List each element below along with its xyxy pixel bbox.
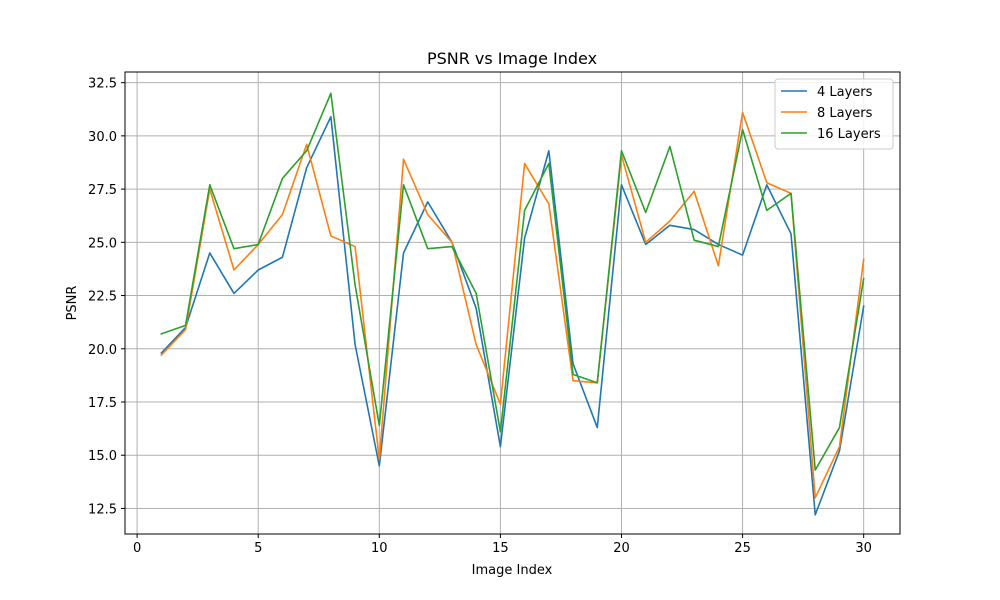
grid-layer [125,72,900,534]
x-axis-ticks: 0 5 10 15 20 25 30 [133,534,872,556]
chart-title: PSNR vs Image Index [427,49,597,68]
y-axis-ticks: 12.5 15.0 17.5 20.0 22.5 25.0 27.5 30.0 32.5 [88,77,125,517]
x-axis-label: Image Index [472,563,553,578]
y-tick-label: 22.5 [88,290,117,305]
legend-box [774,78,894,150]
x-tick-label: 20 [613,541,630,556]
y-tick-label: 15.0 [88,449,117,464]
legend-entries: 4 Layers 8 Layers 16 Layers [781,85,881,142]
x-tick-label: 0 [133,541,141,556]
legend-label-16-layers: 16 Layers [817,127,881,142]
y-axis-label: PSNR [65,286,80,321]
series-line-8-layers [160,111,865,499]
y-tick-label: 20.0 [88,343,117,358]
legend-label-4-layers: 4 Layers [817,85,873,100]
series-layer [160,92,865,516]
y-tick-label: 27.5 [88,183,117,198]
series-line-16-layers [160,92,865,471]
x-tick-label: 15 [492,541,509,556]
x-tick-label: 10 [371,541,388,556]
y-tick-label: 25.0 [88,236,117,251]
x-tick-label: 30 [855,541,872,556]
series-line-4-layers [160,115,865,516]
legend-label-8-layers: 8 Layers [817,106,873,121]
x-tick-label: 5 [254,541,262,556]
y-tick-label: 12.5 [88,502,117,517]
legend: 4 Layers 8 Layers 16 Layers [774,78,894,150]
plot-frame [124,71,901,535]
y-tick-label: 30.0 [88,130,117,145]
y-tick-label: 17.5 [88,396,117,411]
x-tick-label: 25 [734,541,751,556]
y-tick-label: 32.5 [88,77,117,92]
